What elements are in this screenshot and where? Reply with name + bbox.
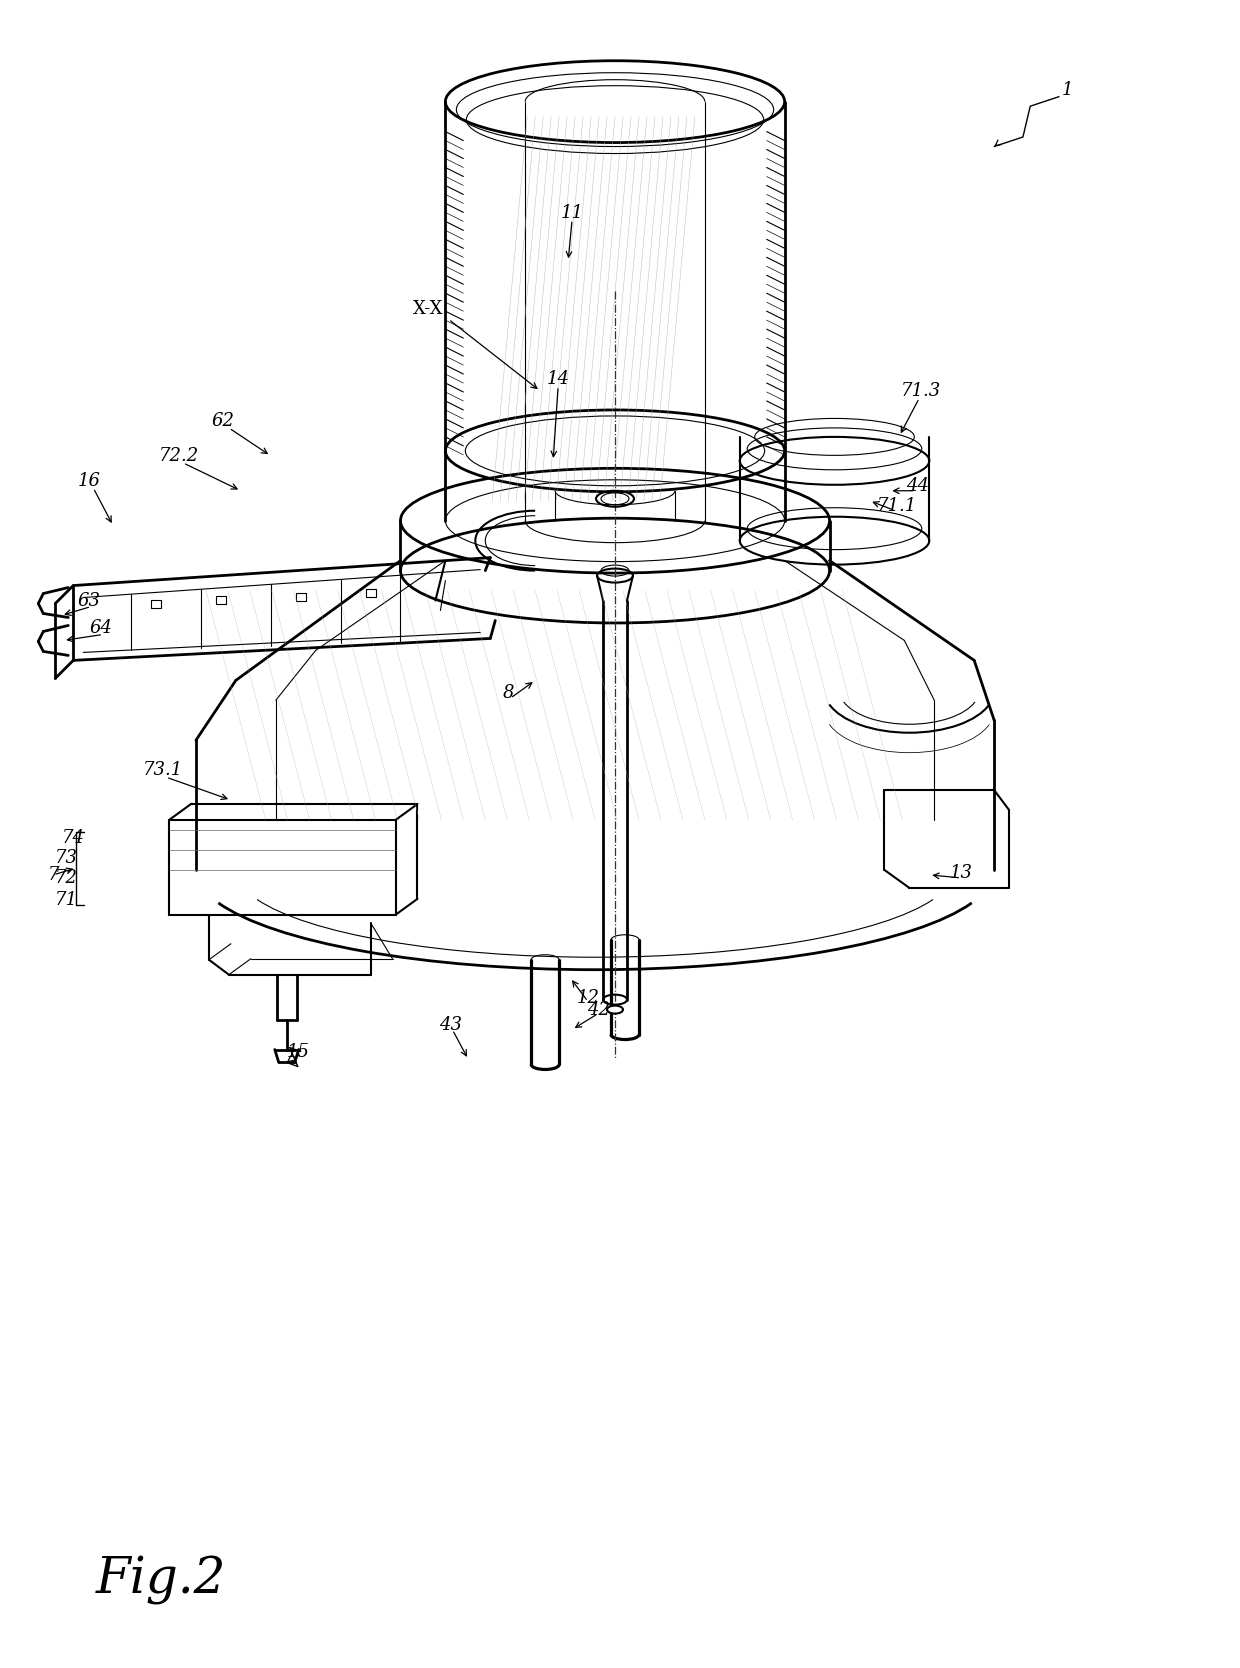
Text: 8: 8: [502, 684, 515, 702]
Text: 71: 71: [55, 891, 78, 909]
Text: 73.1: 73.1: [143, 761, 184, 779]
Text: 16: 16: [78, 472, 100, 490]
Text: 74: 74: [62, 829, 84, 847]
Text: 1: 1: [1061, 80, 1073, 98]
Text: 63: 63: [78, 592, 100, 609]
Text: 73: 73: [55, 849, 78, 867]
Text: 13: 13: [950, 864, 972, 882]
Text: 12: 12: [577, 989, 600, 1006]
Text: 11: 11: [560, 205, 584, 222]
Text: 42: 42: [587, 1001, 610, 1019]
Text: 44: 44: [906, 477, 929, 495]
Text: 43: 43: [439, 1016, 461, 1034]
Text: 7: 7: [47, 866, 60, 884]
Text: 14: 14: [547, 370, 569, 389]
Ellipse shape: [608, 1006, 622, 1014]
Text: 72: 72: [55, 869, 78, 887]
Text: Fig.2: Fig.2: [97, 1556, 227, 1605]
Text: 71.3: 71.3: [901, 382, 941, 400]
Text: 71.1: 71.1: [877, 497, 918, 515]
Text: X-X: X-X: [413, 300, 444, 319]
Text: 72.2: 72.2: [159, 447, 200, 465]
Text: 64: 64: [89, 619, 113, 637]
Text: 62: 62: [211, 412, 234, 430]
Text: 15: 15: [288, 1042, 310, 1061]
